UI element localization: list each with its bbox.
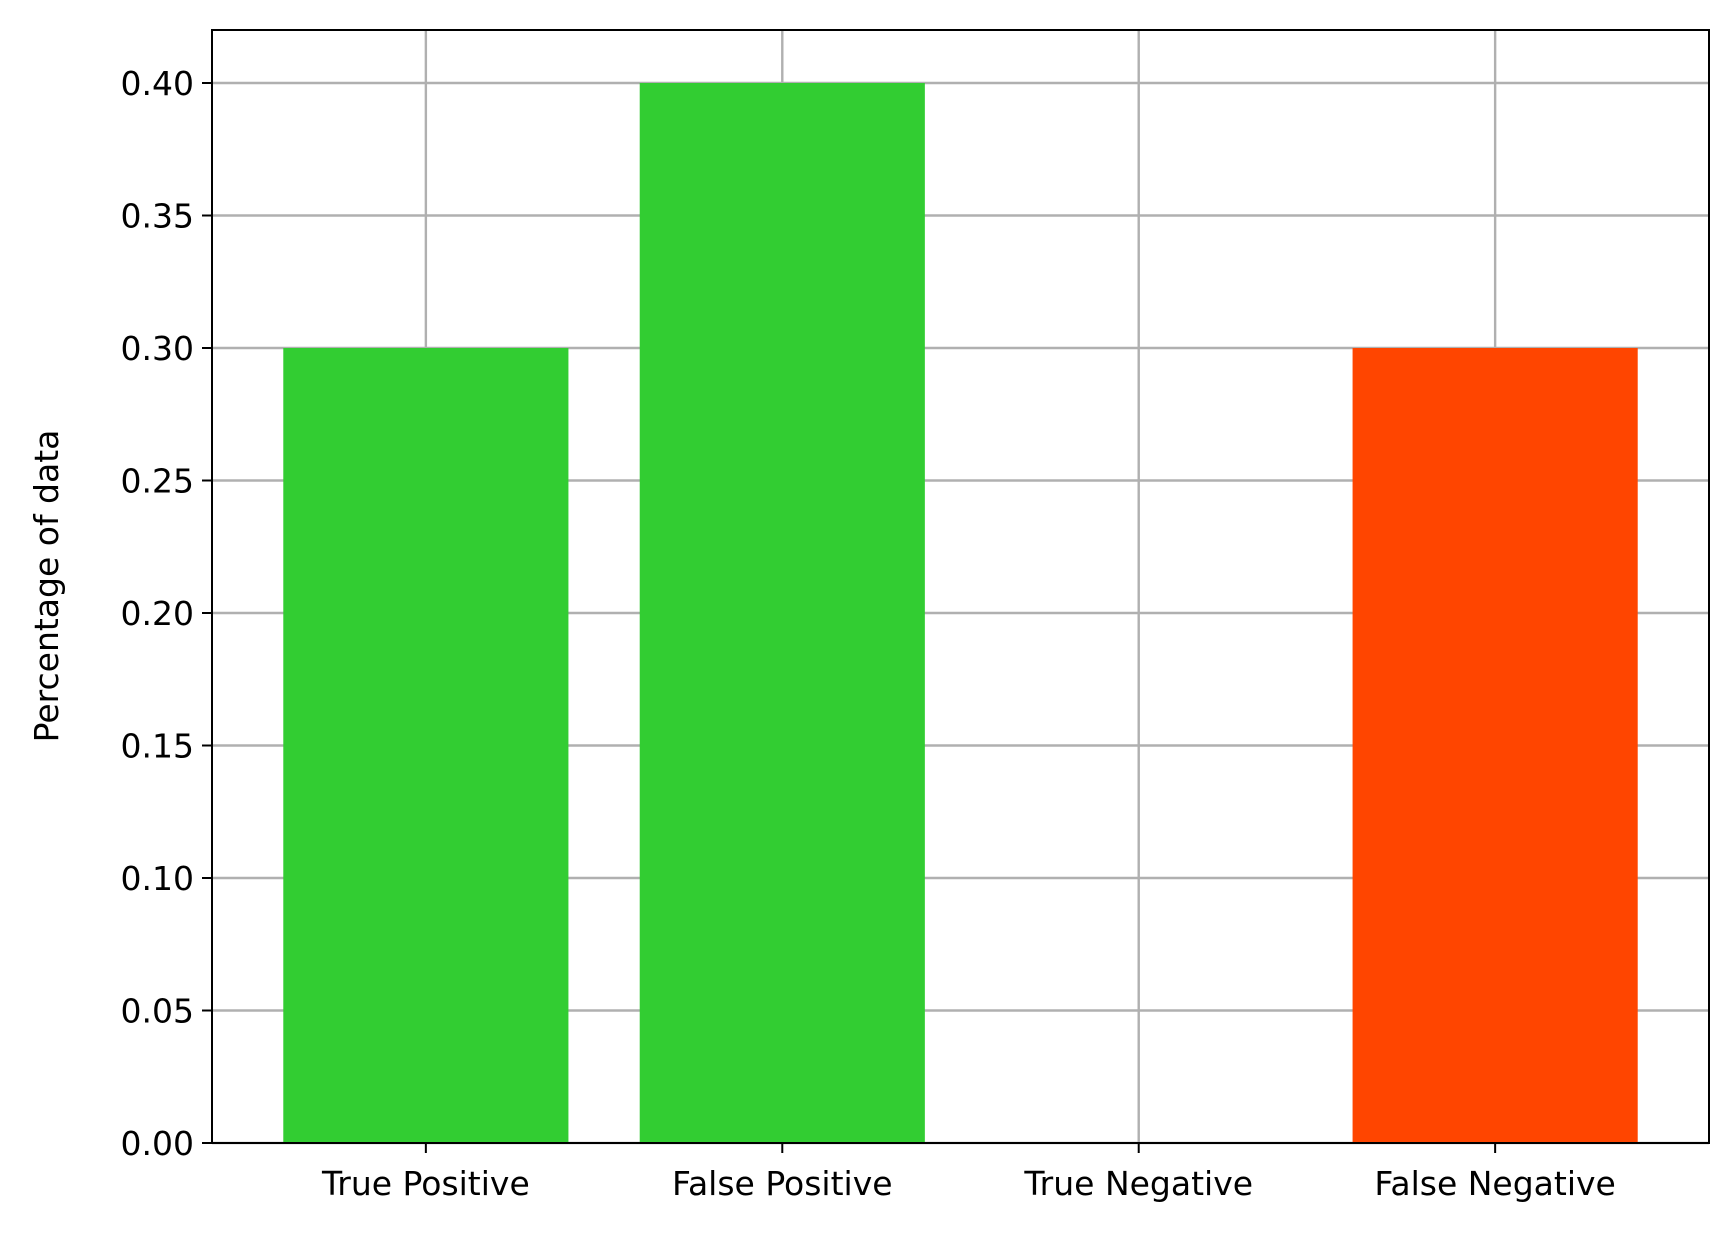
x-tick-label: True Positive <box>321 1164 530 1203</box>
y-tick-label: 0.40 <box>121 64 194 103</box>
y-axis-label: Percentage of data <box>27 430 66 743</box>
x-tick-label: True Negative <box>1023 1164 1253 1203</box>
x-tick-label: False Positive <box>672 1164 893 1203</box>
y-tick-label: 0.10 <box>121 859 194 898</box>
bars <box>283 83 1638 1143</box>
y-tick-label: 0.25 <box>121 462 194 501</box>
bar-true-positive <box>283 348 569 1143</box>
y-tick-label: 0.00 <box>121 1124 194 1163</box>
y-tick-label: 0.35 <box>121 197 194 236</box>
ticks: 0.00 0.05 0.10 0.15 0.20 0.25 0.30 0.35 0.40 True… <box>121 64 1616 1203</box>
plot-frame <box>211 29 1710 1144</box>
y-tick-label: 0.20 <box>121 594 194 633</box>
bar-false-positive <box>639 83 925 1143</box>
y-tick-label: 0.05 <box>121 992 194 1031</box>
x-tick-label: False Negative <box>1374 1164 1615 1203</box>
y-tick-label: 0.15 <box>121 727 194 766</box>
y-tick-label: 0.30 <box>121 329 194 368</box>
bar-false-negative <box>1352 348 1638 1143</box>
